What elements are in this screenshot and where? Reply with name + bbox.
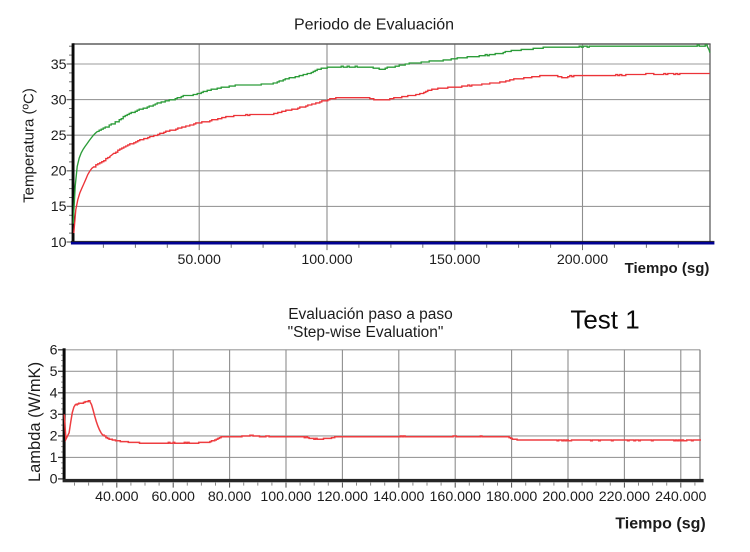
svg-text:Evaluación paso a paso: Evaluación paso a paso [288, 306, 453, 323]
svg-text:80.000: 80.000 [208, 489, 252, 505]
svg-text:6: 6 [50, 343, 58, 359]
svg-text:30: 30 [51, 92, 67, 108]
svg-text:50.000: 50.000 [177, 252, 221, 268]
svg-text:0: 0 [50, 472, 58, 488]
svg-text:200.000: 200.000 [542, 489, 593, 505]
svg-text:15: 15 [51, 199, 67, 215]
svg-text:100.000: 100.000 [260, 489, 311, 505]
svg-text:Tiempo (sg): Tiempo (sg) [625, 260, 710, 277]
svg-text:Lambda (W/mK): Lambda (W/mK) [26, 362, 44, 482]
svg-text:180.000: 180.000 [486, 489, 537, 505]
svg-text:120.000: 120.000 [317, 489, 368, 505]
svg-text:10: 10 [51, 235, 67, 251]
svg-text:40.000: 40.000 [95, 489, 139, 505]
svg-text:1: 1 [50, 450, 58, 466]
svg-text:3: 3 [50, 407, 58, 423]
svg-text:20: 20 [51, 164, 67, 180]
svg-text:2: 2 [50, 429, 58, 445]
svg-text:Periodo de Evaluación: Periodo de Evaluación [294, 17, 454, 34]
svg-text:5: 5 [50, 364, 58, 380]
svg-text:4: 4 [50, 386, 58, 402]
svg-text:220.000: 220.000 [599, 489, 650, 505]
svg-text:160.000: 160.000 [430, 489, 481, 505]
svg-text:Tiempo (sg): Tiempo (sg) [615, 516, 705, 533]
svg-text:140.000: 140.000 [373, 489, 424, 505]
svg-text:"Step-wise Evaluation": "Step-wise Evaluation" [288, 324, 444, 341]
svg-text:25: 25 [51, 128, 67, 144]
svg-text:Test 1: Test 1 [570, 305, 639, 335]
svg-text:35: 35 [51, 57, 67, 73]
svg-text:240.000: 240.000 [655, 489, 706, 505]
svg-text:200.000: 200.000 [557, 252, 608, 268]
svg-text:150.000: 150.000 [429, 252, 480, 268]
svg-text:Temperatura (ºC): Temperatura (ºC) [21, 88, 38, 203]
svg-text:100.000: 100.000 [301, 252, 352, 268]
svg-text:60.000: 60.000 [151, 489, 195, 505]
